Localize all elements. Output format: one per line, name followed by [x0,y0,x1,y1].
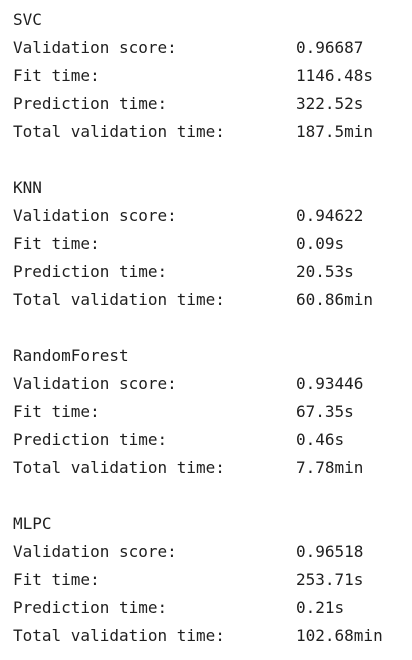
fit-time-row: Fit time: 253.71s [13,566,383,594]
row-label: Validation score: [13,542,177,561]
row-label: Total validation time: [13,122,225,141]
model-name: KNN [13,178,42,197]
row-value: 253.71s [296,570,364,589]
total-validation-time-row: Total validation time: 187.5min [13,118,383,146]
validation-score-row: Validation score: 0.93446 [13,370,383,398]
row-label: Total validation time: [13,626,225,645]
row-value: 0.96518 [296,542,364,561]
validation-score-row: Validation score: 0.94622 [13,202,383,230]
row-label: Fit time: [13,402,100,421]
model-block-randomforest: RandomForest Validation score: 0.93446 F… [13,342,383,482]
row-label: Validation score: [13,374,177,393]
prediction-time-row: Prediction time: 322.52s [13,90,383,118]
row-value: 0.09s [296,234,345,253]
row-value: 67.35s [296,402,354,421]
fit-time-row: Fit time: 67.35s [13,398,383,426]
row-label: Prediction time: [13,94,168,113]
row-value: 7.78min [296,458,364,477]
model-name: MLPC [13,514,52,533]
row-value: 0.21s [296,598,345,617]
prediction-time-row: Prediction time: 0.21s [13,594,383,622]
row-label: Validation score: [13,206,177,225]
row-value: 187.5min [296,122,374,141]
row-label: Fit time: [13,570,100,589]
model-block-svc: SVC Validation score: 0.96687 Fit time: … [13,6,383,146]
cell-output: SVC Validation score: 0.96687 Fit time: … [13,6,383,650]
row-value: 0.96687 [296,38,364,57]
row-label: Fit time: [13,66,100,85]
fit-time-row: Fit time: 1146.48s [13,62,383,90]
row-label: Total validation time: [13,458,225,477]
row-label: Total validation time: [13,290,225,309]
prediction-time-row: Prediction time: 0.46s [13,426,383,454]
model-block-knn: KNN Validation score: 0.94622 Fit time: … [13,174,383,314]
fit-time-row: Fit time: 0.09s [13,230,383,258]
total-validation-time-row: Total validation time: 7.78min [13,454,383,482]
row-value: 60.86min [296,290,374,309]
validation-score-row: Validation score: 0.96518 [13,538,383,566]
row-value: 322.52s [296,94,364,113]
prediction-time-row: Prediction time: 20.53s [13,258,383,286]
row-label: Prediction time: [13,430,168,449]
validation-score-row: Validation score: 0.96687 [13,34,383,62]
model-name: RandomForest [13,346,129,365]
row-value: 0.94622 [296,206,364,225]
row-label: Prediction time: [13,262,168,281]
row-value: 0.46s [296,430,345,449]
model-name: SVC [13,10,42,29]
row-label: Prediction time: [13,598,168,617]
model-block-mlpc: MLPC Validation score: 0.96518 Fit time:… [13,510,383,650]
row-value: 0.93446 [296,374,364,393]
row-value: 102.68min [296,626,383,645]
total-validation-time-row: Total validation time: 102.68min [13,622,383,650]
row-label: Fit time: [13,234,100,253]
row-label: Validation score: [13,38,177,57]
row-value: 1146.48s [296,66,374,85]
total-validation-time-row: Total validation time: 60.86min [13,286,383,314]
row-value: 20.53s [296,262,354,281]
